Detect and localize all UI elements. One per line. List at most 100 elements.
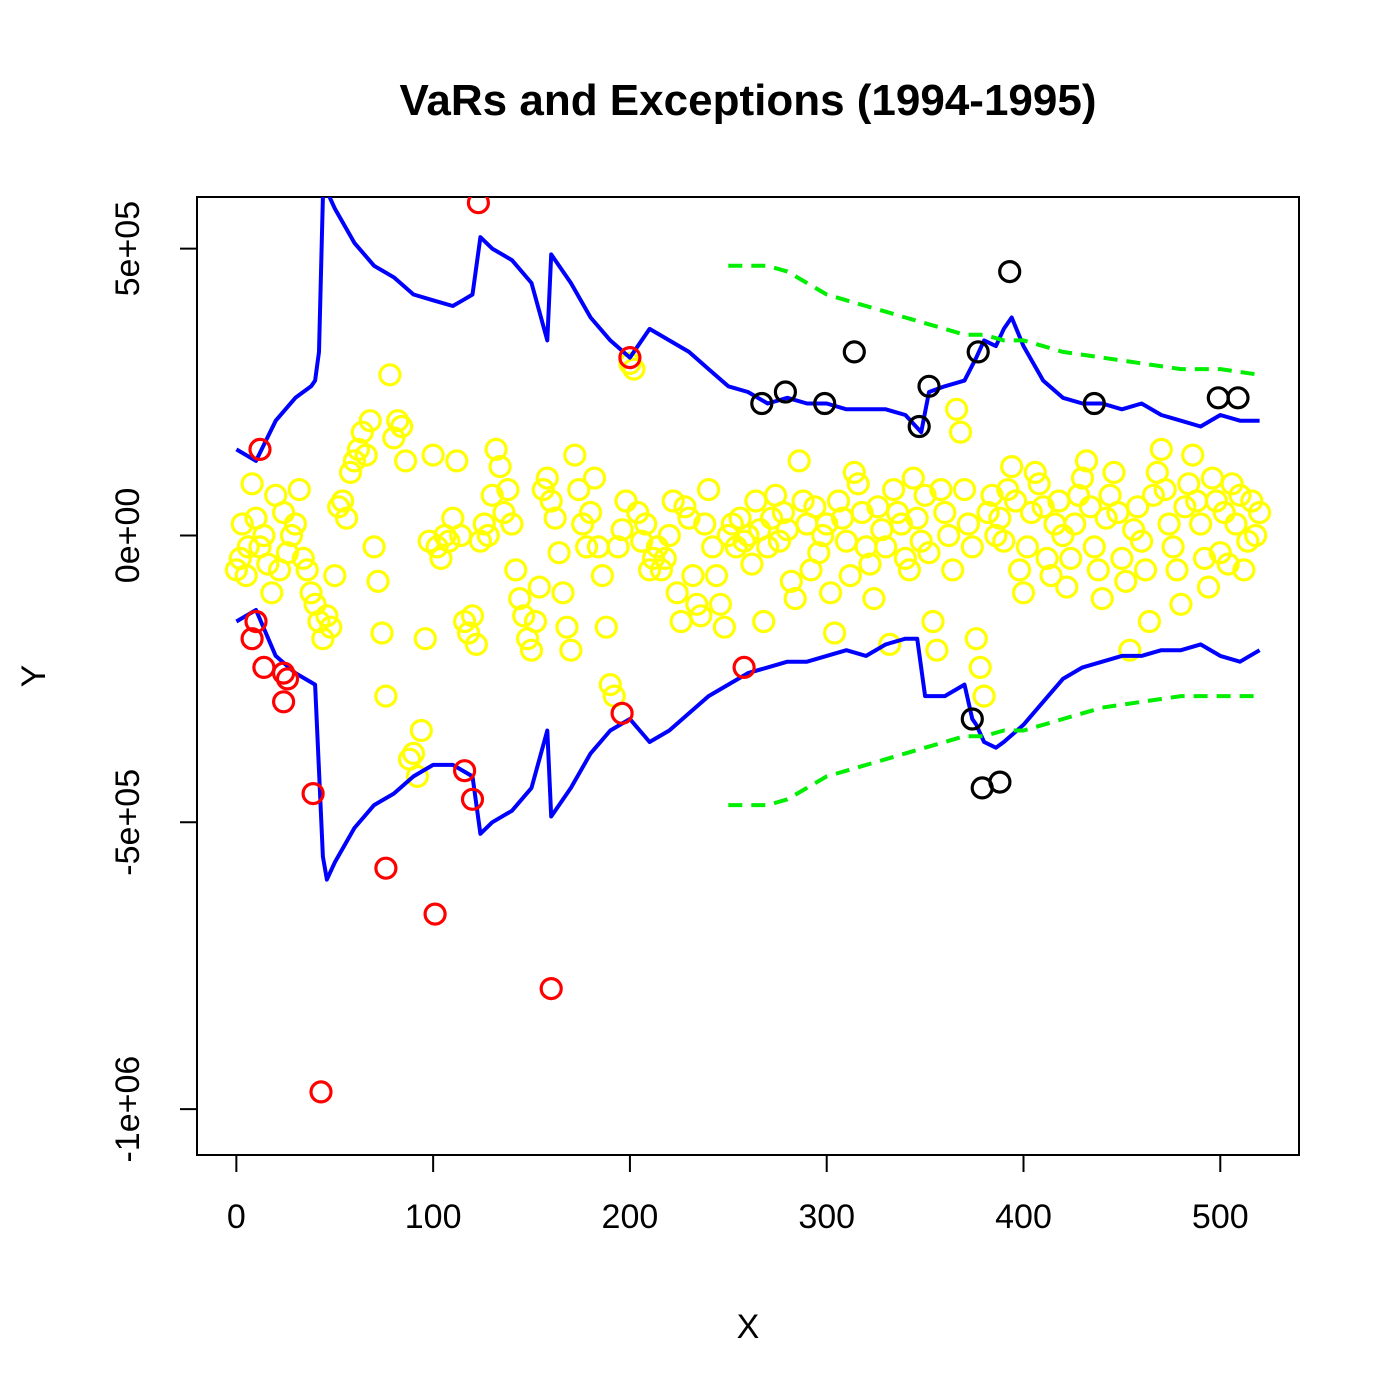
yellow-point xyxy=(1070,466,1095,490)
yellow-point xyxy=(992,529,1016,553)
red-point xyxy=(309,1080,333,1104)
yellow-point xyxy=(279,523,304,548)
yellow-point xyxy=(378,363,402,387)
yellow-point xyxy=(1129,529,1154,553)
yellow-point xyxy=(1114,569,1138,593)
yellow-point xyxy=(496,478,520,502)
yellow-point xyxy=(1185,489,1209,513)
y-axis-label: Y xyxy=(15,665,53,688)
yellow-point xyxy=(303,592,327,616)
yellow-point xyxy=(771,500,796,525)
yellow-point xyxy=(543,506,567,530)
yellow-point xyxy=(457,621,481,645)
red-point xyxy=(248,437,272,461)
yellow-point xyxy=(913,483,937,507)
yellow-point xyxy=(653,546,677,571)
x-axis-label: X xyxy=(737,1308,760,1346)
yellow-point xyxy=(807,541,831,565)
yellow-point xyxy=(1019,500,1044,525)
black-point xyxy=(750,391,774,416)
yellow-point xyxy=(1051,523,1075,548)
yellow-point xyxy=(386,409,410,433)
yellow-point xyxy=(1200,466,1225,490)
yellow-point xyxy=(460,604,485,628)
yellow-point xyxy=(752,609,776,634)
yellow-point xyxy=(858,552,882,576)
yellow-point xyxy=(1086,558,1110,582)
black-point xyxy=(988,770,1012,794)
yellow-point xyxy=(885,500,910,525)
black-point xyxy=(1226,386,1250,410)
blue-solid-line xyxy=(235,197,1260,463)
yellow-point xyxy=(700,535,725,559)
yellow-point xyxy=(881,478,906,502)
yellow-point xyxy=(311,627,335,651)
yellow-point xyxy=(712,615,737,639)
yellow-point xyxy=(783,586,807,611)
yellow-point xyxy=(563,443,587,467)
yellow-point xyxy=(1188,512,1213,536)
yellow-point xyxy=(1003,489,1028,513)
yellow-point xyxy=(299,581,323,605)
black-point xyxy=(773,380,798,404)
yellow-point xyxy=(555,615,579,639)
yellow-point xyxy=(791,489,815,513)
yellow-point xyxy=(335,506,359,530)
yellow-point xyxy=(586,535,611,559)
yellow-point xyxy=(342,449,366,473)
yellow-point xyxy=(1106,500,1130,525)
yellow-point xyxy=(1247,500,1272,525)
yellow-point xyxy=(630,529,654,553)
yellow-point xyxy=(1007,558,1032,582)
yellow-point xyxy=(917,541,941,565)
yellow-point xyxy=(445,449,469,473)
chart-title: VaRs and Exceptions (1994-1995) xyxy=(400,76,1097,125)
yellow-point xyxy=(1212,500,1236,525)
yellow-point xyxy=(897,558,922,582)
y-tick-label: -1e+06 xyxy=(109,1056,147,1163)
yellow-point xyxy=(834,529,859,553)
yellow-point xyxy=(909,529,933,553)
yellow-point xyxy=(685,592,709,616)
yellow-point xyxy=(401,741,426,766)
plot-area xyxy=(224,197,1272,1104)
yellow-point xyxy=(1181,443,1205,467)
yellow-point xyxy=(610,518,634,542)
yellow-point xyxy=(925,638,949,662)
yellow-point xyxy=(673,495,697,519)
yellow-point xyxy=(669,609,693,634)
yellow-point xyxy=(240,472,264,496)
yellow-point xyxy=(626,500,650,525)
red-point xyxy=(466,197,490,215)
yellow-point xyxy=(582,466,607,490)
yellow-point xyxy=(409,718,433,743)
yellow-point xyxy=(1027,472,1051,496)
yellow-point xyxy=(283,512,307,536)
x-tick-label: 100 xyxy=(405,1198,462,1236)
yellow-point xyxy=(657,523,681,548)
yellow-point xyxy=(1118,638,1142,662)
yellow-point xyxy=(948,420,973,444)
black-point xyxy=(960,707,984,731)
yellow-point xyxy=(759,506,784,530)
red-point xyxy=(272,690,296,714)
yellow-point xyxy=(437,529,461,553)
x-tick-label: 500 xyxy=(1192,1198,1249,1236)
yellow-point xyxy=(677,506,701,530)
yellow-point xyxy=(901,466,925,490)
yellow-point xyxy=(941,558,965,582)
yellow-point xyxy=(571,512,595,536)
yellow-point xyxy=(693,512,717,536)
yellow-point xyxy=(492,500,516,525)
red-point xyxy=(244,609,268,634)
yellow-point xyxy=(996,478,1020,502)
y-tick-label: 0e+00 xyxy=(109,488,147,584)
yellow-point xyxy=(500,512,524,536)
yellow-point xyxy=(338,460,363,484)
yellow-point xyxy=(704,563,729,588)
yellow-point xyxy=(1141,483,1166,507)
yellow-point xyxy=(960,535,984,559)
black-point xyxy=(907,414,931,439)
yellow-point xyxy=(756,535,780,559)
x-tick-label: 400 xyxy=(995,1198,1052,1236)
